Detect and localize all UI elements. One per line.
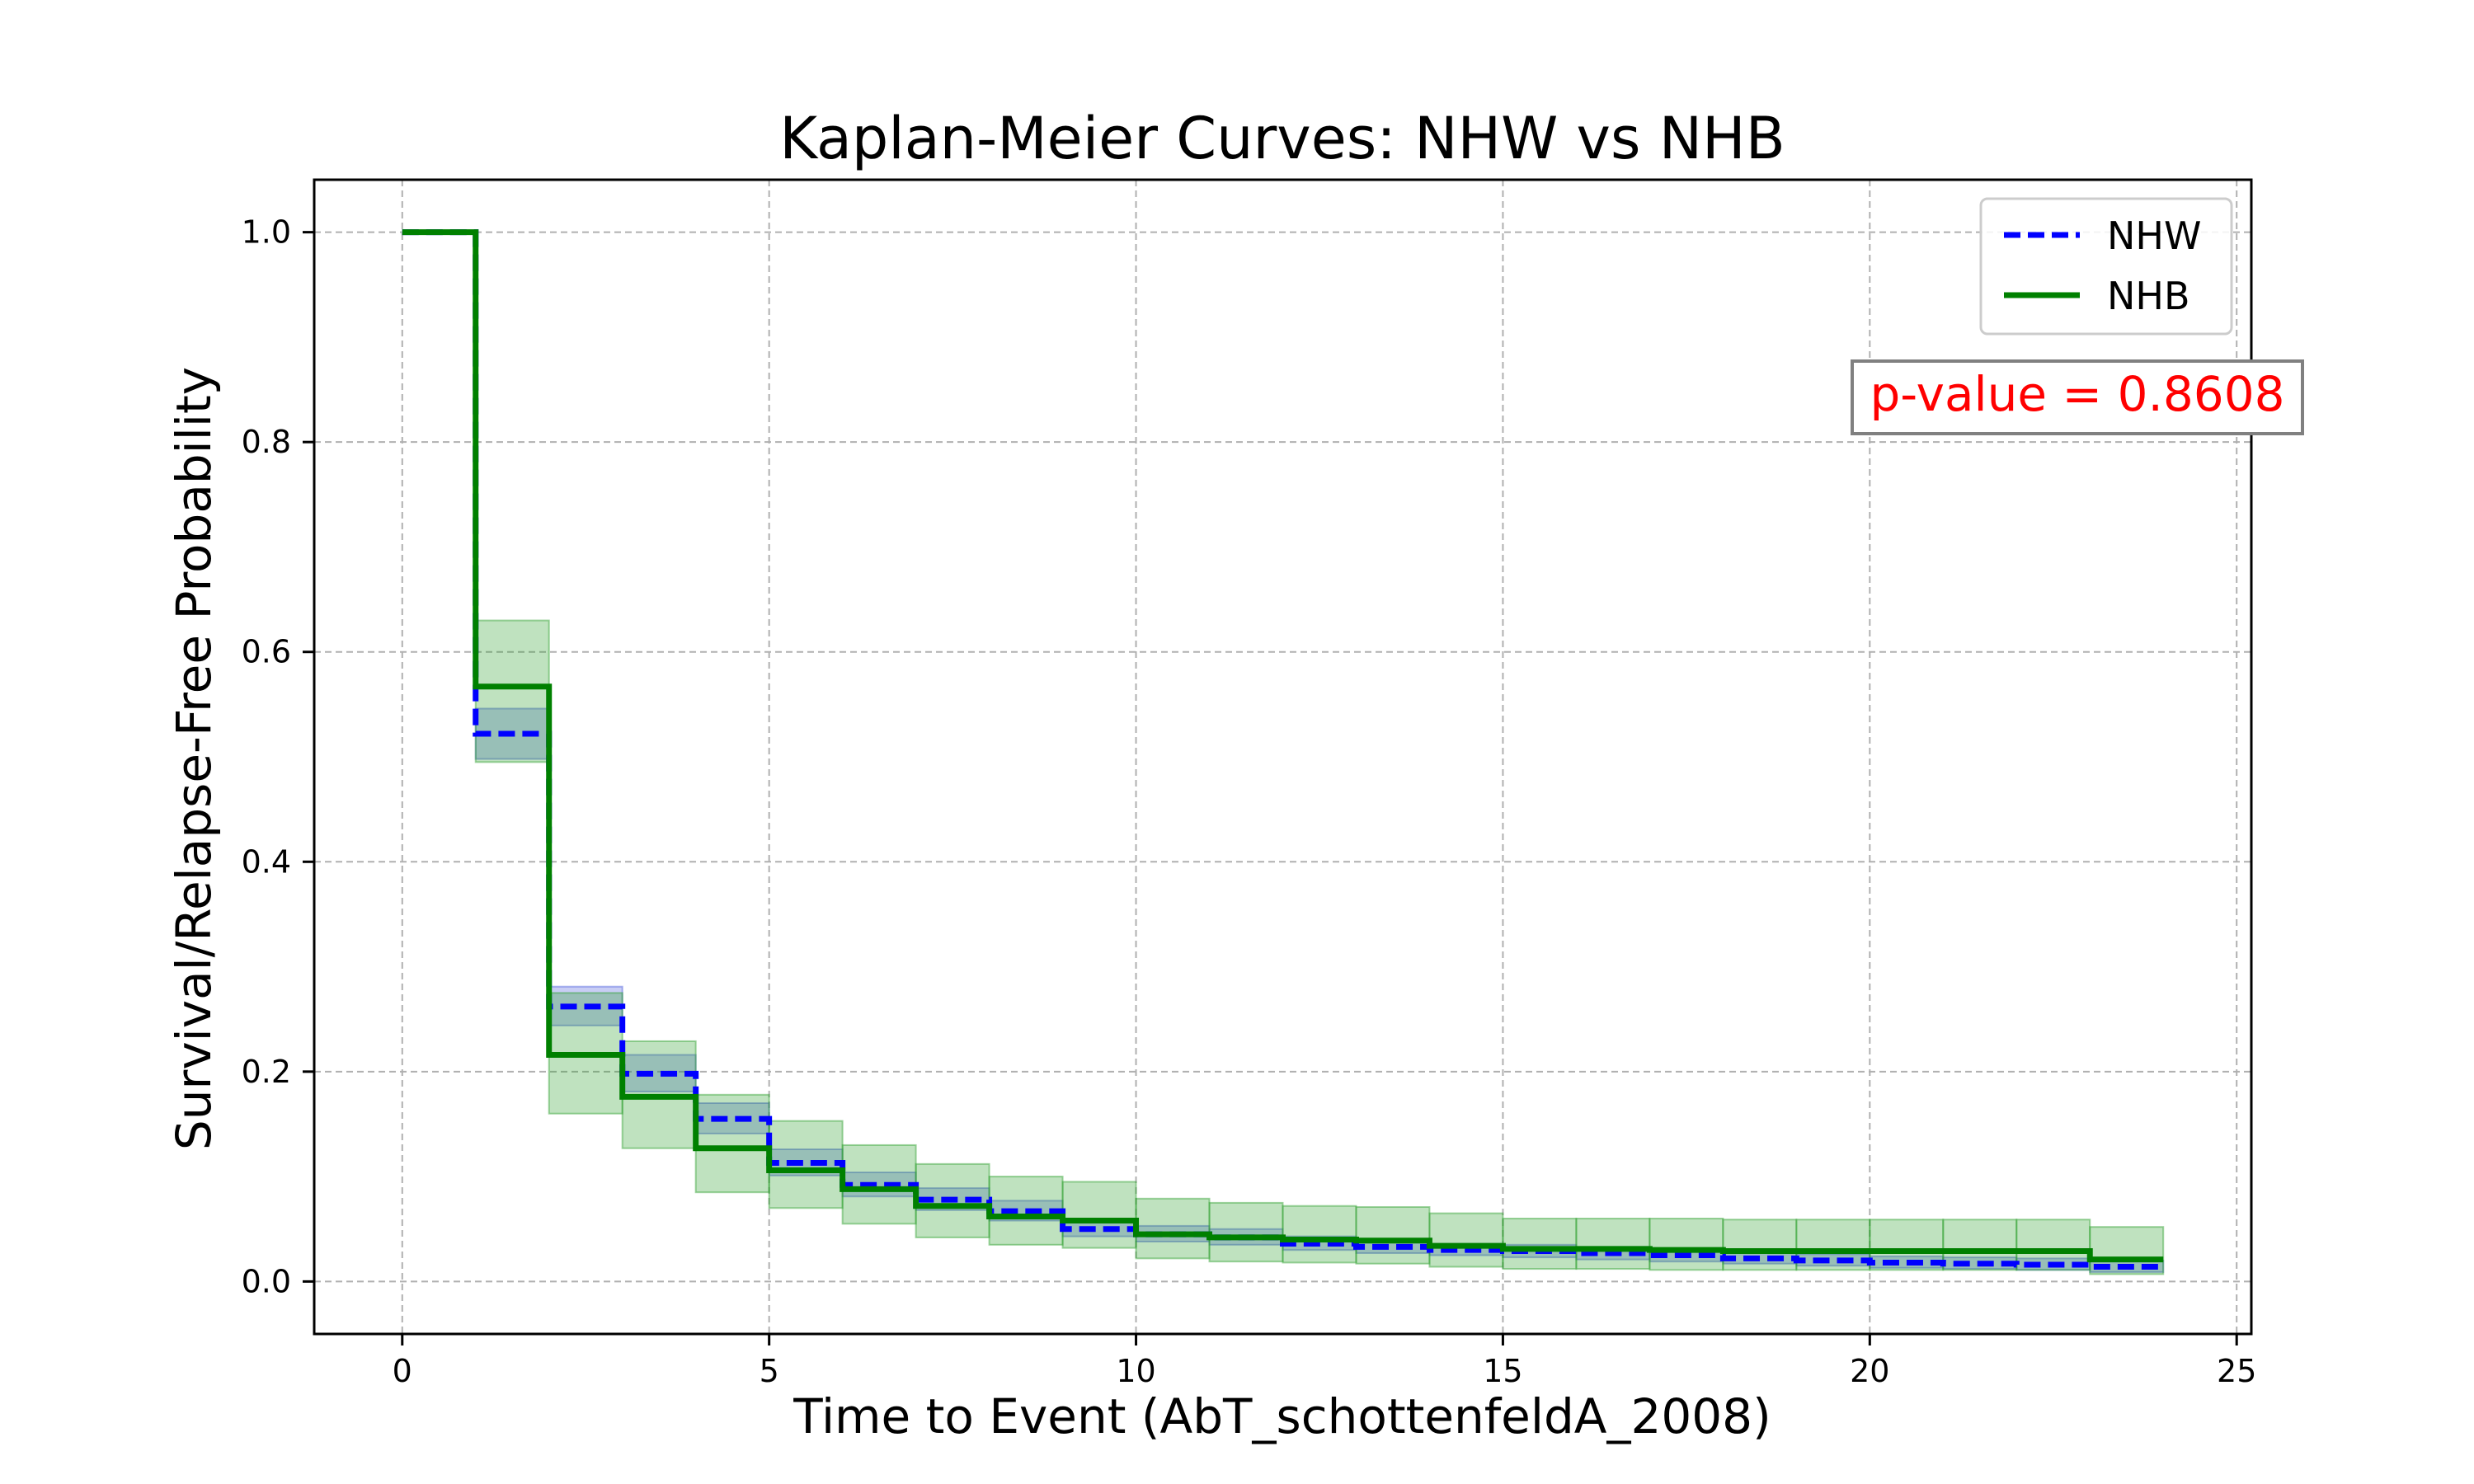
ci-band-nhb	[1355, 1206, 1431, 1265]
x-tick-label: 25	[2217, 1353, 2256, 1389]
ci-band-nhw	[621, 1054, 697, 1093]
legend-label-nhb: NHB	[2107, 274, 2190, 318]
p-value-text: p-value = 0.8608	[1870, 366, 2284, 422]
ci-band-nhb	[1061, 1181, 1137, 1249]
ci-band-nhb	[1282, 1205, 1357, 1264]
y-tick-label: 0.2	[242, 1054, 291, 1090]
ci-band-nhb	[474, 619, 550, 763]
ci-band-nhb	[768, 1120, 844, 1209]
survival-curves	[402, 229, 2164, 1270]
ci-band-nhb	[694, 1093, 770, 1194]
ci-band-nhw	[694, 1102, 770, 1134]
ci-band-nhb	[1795, 1219, 1871, 1271]
plot-area-border	[313, 178, 2253, 1336]
legend: NHW NHB	[1979, 197, 2233, 336]
chart-title: Kaplan-Meier Curves: NHW vs NHB	[779, 105, 1785, 172]
legend-label-nhw: NHW	[2107, 214, 2201, 258]
p-value-box	[1851, 359, 2304, 435]
axes: 0 5 10 15 20 25 0.0 0.2 0.4 0.6 0.8 1.0	[242, 214, 2257, 1389]
ci-band-nhb	[841, 1144, 917, 1225]
ci-band-nhb	[1428, 1212, 1504, 1268]
ci-band-nhb	[1502, 1218, 1578, 1270]
x-tick-label: 10	[1116, 1353, 1155, 1389]
p-value-annotation: p-value = 0.8608	[1851, 359, 2304, 435]
x-tick-label: 5	[760, 1353, 779, 1389]
x-tick-label: 20	[1850, 1353, 1889, 1389]
y-tick-label: 1.0	[242, 214, 291, 251]
ci-band-nhb	[1649, 1218, 1724, 1271]
ci-band-nhb	[1208, 1201, 1284, 1263]
x-tick-label: 0	[393, 1353, 412, 1389]
ci-band-nhw	[841, 1172, 917, 1198]
ci-band-nhb	[2015, 1219, 2091, 1271]
survival-curve-nhb	[402, 229, 2164, 1263]
x-axis-label: Time to Event (AbT_schottenfeldA_2008)	[793, 1388, 1771, 1444]
y-tick-label: 0.0	[242, 1263, 291, 1299]
y-axis-label: Survival/Relapse-Free Probability	[166, 367, 222, 1150]
y-tick-label: 0.6	[242, 634, 291, 670]
y-tick-label: 0.4	[242, 843, 291, 880]
ci-band-nhb	[1722, 1219, 1798, 1271]
ci-band-nhb	[1135, 1197, 1211, 1260]
x-tick-label: 15	[1483, 1353, 1522, 1389]
y-tick-label: 0.8	[242, 424, 291, 460]
ci-band-nhb	[1575, 1218, 1651, 1270]
